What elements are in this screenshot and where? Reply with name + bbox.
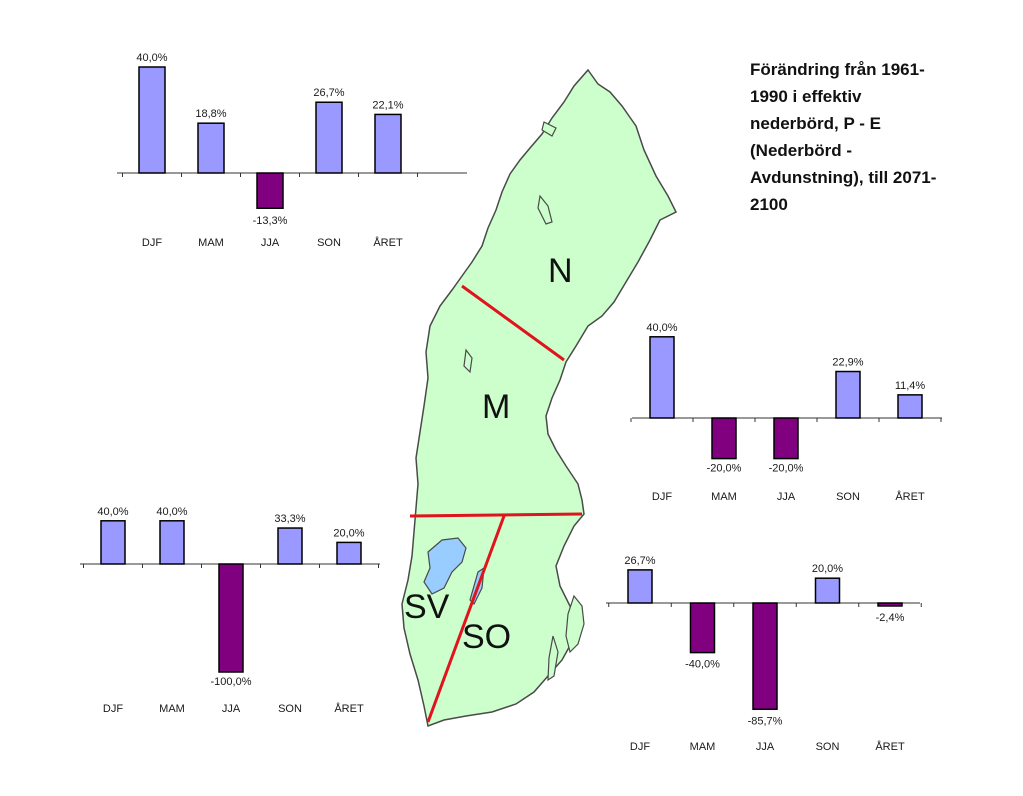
data-label: 26,7%: [624, 555, 655, 567]
bar-son: [277, 527, 303, 565]
lake-vanern: [423, 537, 467, 595]
bar-son: [315, 101, 343, 174]
divider-n-m: [461, 284, 565, 362]
data-label: 11,4%: [895, 380, 926, 392]
chart-region-sv: 40,0% DJF 40,0% MAM -100,0% JJA 33,3% SON 20,0% Å…: [80, 506, 380, 715]
category-label: MAM: [198, 237, 224, 249]
data-label: -20,0%: [769, 463, 804, 475]
bar-året: [897, 394, 923, 419]
category-label: DJF: [103, 703, 123, 715]
bar-mam: [711, 417, 737, 460]
title-line: 1990 i effektiv: [750, 87, 862, 106]
data-label: -40,0%: [685, 659, 720, 671]
chart-region-so: 26,7% DJF -40,0% MAM -85,7% JJA 20,0% SON -2,4% Å…: [606, 555, 922, 753]
gotland-island: [565, 594, 585, 654]
category-label: SON: [278, 703, 302, 715]
data-label: 22,9%: [832, 357, 863, 369]
data-label: -20,0%: [707, 463, 742, 475]
category-label: ÅRET: [895, 490, 925, 503]
bar-mam: [159, 520, 185, 565]
data-label: 22,1%: [372, 99, 403, 111]
data-label: 33,3%: [274, 513, 305, 525]
bar-son: [814, 577, 841, 604]
bar-djf: [100, 520, 126, 565]
sweden-outline: [401, 68, 678, 728]
bar-året: [374, 113, 402, 174]
category-label: JJA: [261, 237, 280, 249]
bar-mam: [197, 122, 225, 174]
figure-title: Förändring från 1961- 1990 i effektiv ne…: [750, 56, 980, 218]
category-label: DJF: [652, 491, 672, 503]
data-label: -100,0%: [211, 676, 252, 688]
category-label: ÅRET: [334, 702, 364, 715]
category-label: JJA: [756, 741, 775, 753]
bar-djf: [627, 569, 653, 604]
region-label-so: SO: [462, 618, 511, 656]
title-line: (Nederbörd -: [750, 141, 852, 160]
bar-jja: [218, 563, 244, 673]
lake-north-2: [541, 121, 557, 137]
sweden-map: N M SV SO: [401, 68, 678, 728]
bar-året: [336, 541, 362, 565]
data-label: 40,0%: [136, 52, 167, 64]
region-label-m: M: [482, 388, 510, 426]
title-line: 2100: [750, 195, 788, 214]
category-label: MAM: [690, 741, 716, 753]
category-label: MAM: [159, 703, 185, 715]
chart-region-m: 40,0% DJF -20,0% MAM -20,0% JJA 22,9% SON 11,4% Å…: [630, 322, 942, 503]
category-label: DJF: [142, 237, 162, 249]
bar-djf: [138, 66, 166, 174]
bar-son: [835, 370, 861, 419]
region-label-sv: SV: [404, 588, 450, 626]
title-line: nederbörd, P - E: [750, 114, 881, 133]
oland-island: [547, 635, 559, 682]
category-label: ÅRET: [875, 740, 905, 753]
data-label: 18,8%: [195, 108, 226, 120]
bar-jja: [773, 417, 799, 460]
category-label: JJA: [222, 703, 241, 715]
category-label: SON: [816, 741, 840, 753]
data-label: -2,4%: [876, 612, 905, 624]
bar-året: [877, 602, 903, 607]
bar-jja: [256, 172, 284, 209]
title-line: Förändring från 1961-: [750, 60, 925, 79]
divider-sv-so: [426, 515, 506, 723]
bar-djf: [649, 336, 675, 419]
bar-jja: [752, 602, 778, 711]
lake-north-1: [537, 194, 553, 225]
data-label: 26,7%: [313, 87, 344, 99]
category-label: JJA: [777, 491, 796, 503]
bar-mam: [689, 602, 716, 654]
data-label: 20,0%: [333, 527, 364, 539]
data-label: -13,3%: [253, 215, 288, 227]
data-label: 20,0%: [812, 563, 843, 575]
category-label: DJF: [630, 741, 650, 753]
region-label-n: N: [548, 252, 573, 290]
chart-region-n: 40,0% DJF 18,8% MAM -13,3% JJA 26,7% SON 22,1% ÅR…: [117, 52, 467, 249]
divider-m-south: [409, 512, 583, 518]
data-label: 40,0%: [156, 506, 187, 518]
category-label: SON: [836, 491, 860, 503]
data-label: 40,0%: [646, 322, 677, 334]
data-label: 40,0%: [97, 506, 128, 518]
category-label: SON: [317, 237, 341, 249]
category-label: ÅRET: [373, 236, 403, 249]
title-line: Avdunstning), till 2071-: [750, 168, 937, 187]
data-label: -85,7%: [748, 715, 783, 727]
category-label: MAM: [711, 491, 737, 503]
lake-middle: [463, 348, 473, 374]
